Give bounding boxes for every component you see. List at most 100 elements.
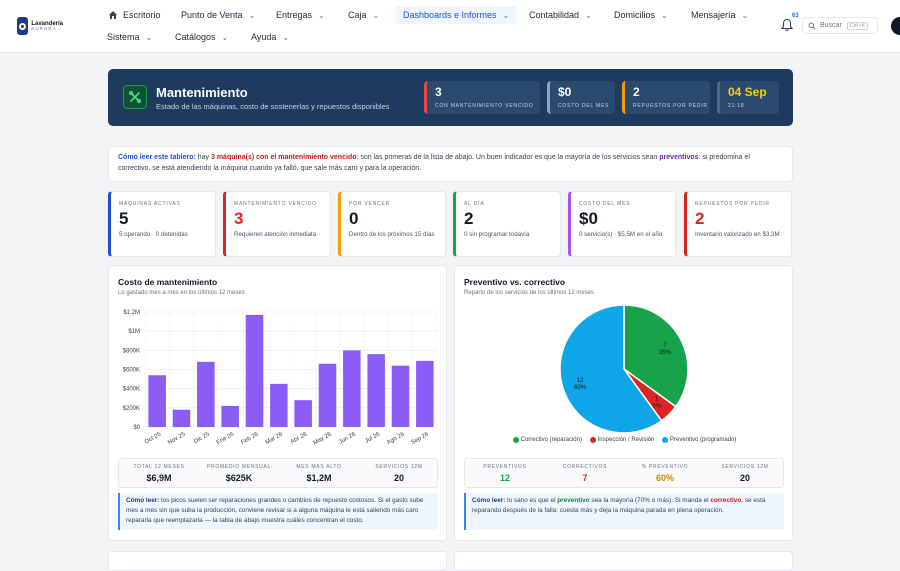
legend-swatch [512, 437, 519, 443]
page-title: Mantenimiento [156, 85, 248, 100]
nav-sistema[interactable]: Sistema ⌄ [99, 28, 160, 46]
stat-label: COSTO DEL MES [558, 103, 610, 109]
header-stat-overdue: 3 CON MANTENIMIENTO VENCIDO [424, 81, 540, 114]
stat-value: 2 [633, 85, 640, 99]
y-tick-label: $800K [123, 348, 140, 354]
nav-label: Sistema [107, 32, 140, 42]
nav-domicilios[interactable]: Domicilios ⌄ [606, 6, 676, 24]
nav-punto-de-venta[interactable]: Punto de Venta ⌄ [173, 6, 263, 24]
summary-label: MES MÁS ALTO [296, 464, 342, 470]
kpi-detail: Inventario valorizado en $3,3M [695, 231, 780, 238]
bar[interactable] [294, 400, 312, 427]
legend-item[interactable]: Correctivo (reparación) [512, 437, 582, 443]
bar[interactable] [148, 375, 166, 427]
panel-subtitle: Lo gastado mes a mes en los últimos 12 m… [118, 290, 245, 296]
summary-label: TOTAL 12 MESES [133, 464, 185, 470]
nav-ayuda[interactable]: Ayuda ⌄ [243, 28, 297, 46]
user-avatar[interactable] [891, 17, 900, 35]
slice-value-label: 1 [655, 397, 659, 403]
note-text: sea la mayoría (70% o más). Si manda el [589, 497, 711, 504]
legend-label: Preventivo (programado) [670, 437, 737, 443]
cost-summary: TOTAL 12 MESES $6,9M PROMEDIO MENSUAL $625… [118, 458, 438, 488]
summary-preventive-pct: % PREVENTIVO 60% [625, 464, 705, 483]
bar[interactable] [416, 360, 434, 427]
kpi-up-to-date: AL DÍA 2 0 sin programar todavía [453, 191, 561, 257]
nav-mensajeria[interactable]: Mensajería ⌄ [683, 6, 756, 24]
panel-title: Preventivo vs. correctivo [464, 277, 566, 287]
summary-average: PROMEDIO MENSUAL $625K [199, 464, 279, 483]
bar[interactable] [221, 405, 239, 427]
panel-title: Costo de mantenimiento [118, 277, 218, 287]
x-tick-label: Ago 26 [386, 431, 406, 446]
bar[interactable] [367, 354, 385, 427]
guide-highlight: preventivos [659, 154, 699, 161]
page-header: Mantenimiento Estado de las máquinas, co… [108, 69, 793, 126]
legend-swatch [589, 437, 596, 443]
nav-contabilidad[interactable]: Contabilidad ⌄ [521, 6, 600, 24]
slice-value-label: 12 [577, 378, 584, 384]
summary-value: $6,9M [146, 473, 172, 483]
summary-label: CORRECTIVOS [562, 464, 608, 470]
brand-tagline: AURORA [31, 25, 57, 31]
logo-icon [17, 17, 29, 35]
bell-icon[interactable] [780, 18, 794, 32]
search-icon [808, 22, 816, 30]
bar[interactable] [270, 383, 288, 427]
nav-label: Escritorio [123, 10, 161, 20]
bar[interactable] [391, 365, 410, 427]
slice-percent-label: 35% [659, 350, 672, 356]
y-tick-label: $1.2M [123, 310, 140, 316]
guide-text: : si predomina el correctivo, se está at… [118, 154, 750, 172]
kpi-label: MÁQUINAS ACTIVAS [119, 201, 181, 207]
x-tick-label: Jun 26 [338, 431, 357, 446]
nav-label: Mensajería [691, 10, 736, 20]
note-text: los picos suelen ser reparaciones grande… [126, 497, 424, 524]
summary-max: MES MÁS ALTO $1,2M [279, 464, 359, 483]
nav-entregas[interactable]: Entregas ⌄ [268, 6, 333, 24]
x-tick-label: May 26 [312, 431, 333, 446]
nav-dashboards-e-informes[interactable]: Dashboards e Informes ⌄ [395, 6, 518, 24]
note-lead: Cómo leer: [472, 497, 506, 504]
nav-catalogos[interactable]: Catálogos ⌄ [167, 28, 236, 46]
summary-value: $625K [225, 473, 253, 483]
bar[interactable] [318, 363, 337, 427]
kpi-label: COSTO DEL MES [579, 201, 631, 207]
stat-value: 3 [435, 85, 442, 99]
wrench-icon [123, 85, 147, 109]
summary-preventive: PREVENTIVOS 12 [465, 464, 545, 483]
legend-item[interactable]: Inspección / Revisión [589, 437, 654, 443]
legend-item[interactable]: Preventivo (programado) [662, 437, 736, 443]
bar[interactable] [172, 409, 191, 427]
nav-caja[interactable]: Caja ⌄ [340, 6, 387, 24]
kpi-value: 2 [464, 209, 474, 228]
guide-lead: Cómo leer este tablero: [118, 154, 196, 161]
nav-label: Catálogos [175, 32, 216, 42]
mix-summary: PREVENTIVOS 12 CORRECTIVOS 7 % PREVENTIVO 6… [464, 458, 784, 488]
bar[interactable] [245, 314, 264, 427]
kpi-value: 3 [234, 209, 244, 228]
kpi-due-soon: POR VENCER 0 Dentro de los próximos 15 d… [338, 191, 446, 257]
guide-text: : son las primeras de la lista de abajo.… [356, 154, 660, 161]
bar[interactable] [343, 350, 361, 427]
legend-swatch [662, 437, 669, 443]
next-panel [108, 551, 447, 571]
slice-percent-label: 5% [652, 404, 661, 410]
brand-logo[interactable]: Lavandería AURORA [17, 16, 63, 36]
nav-escritorio[interactable]: Escritorio [100, 6, 169, 24]
x-tick-label: Sep 26 [410, 431, 430, 446]
x-tick-label: Nov 25 [167, 431, 187, 446]
y-tick-label: $200K [123, 406, 140, 412]
search-button[interactable]: Buscar Ctrl+K [802, 17, 878, 34]
pie-slice[interactable] [559, 304, 663, 434]
x-tick-label: Abr 26 [290, 431, 309, 445]
notification-count: 63 [792, 13, 799, 19]
bar[interactable] [197, 361, 215, 427]
guide-highlight: 3 máquina(s) con el mantenimiento vencid… [211, 154, 357, 161]
summary-value: 60% [655, 473, 674, 483]
summary-value: 20 [739, 473, 750, 483]
summary-corrective: CORRECTIVOS 7 [545, 464, 625, 483]
pie-slice[interactable] [623, 304, 689, 408]
note-text: lo sano es que el [505, 497, 558, 504]
kpi-value: 0 [349, 209, 359, 228]
y-tick-label: $0 [133, 425, 140, 431]
